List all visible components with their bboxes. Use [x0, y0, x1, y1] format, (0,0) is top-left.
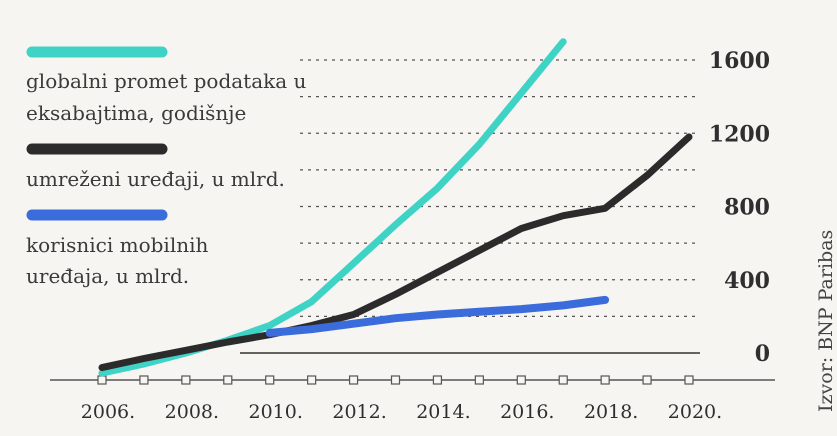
- x-tick-label: 2016.: [500, 401, 554, 423]
- x-axis: [50, 376, 775, 384]
- x-axis-marker: [182, 376, 190, 384]
- y-tick-label: 1200: [709, 121, 770, 147]
- x-axis-marker: [266, 376, 274, 384]
- y-tick-label: 800: [724, 195, 770, 221]
- y-tick-label: 400: [724, 268, 770, 294]
- y-tick-label: 1600: [709, 48, 770, 74]
- x-axis-marker: [392, 376, 400, 384]
- x-axis-marker: [224, 376, 232, 384]
- x-tick-label: 2010.: [249, 401, 303, 423]
- series-line-3: [270, 300, 605, 333]
- x-axis-marker: [685, 376, 693, 384]
- legend-label-1: globalni promet podataka u eksabajtima, g…: [26, 69, 307, 125]
- x-tick-label: 2014.: [416, 401, 470, 423]
- x-tick-label: 2020.: [668, 401, 722, 423]
- x-axis-marker: [433, 376, 441, 384]
- y-tick-label: 0: [755, 341, 770, 367]
- legend: globalni promet podataka u eksabajtima, g…: [26, 52, 307, 288]
- x-axis-marker: [140, 376, 148, 384]
- x-axis-marker: [559, 376, 567, 384]
- x-tick-label: 2012.: [332, 401, 386, 423]
- x-axis-marker: [308, 376, 316, 384]
- x-tick-label: 2006.: [81, 401, 135, 423]
- x-axis-marker: [517, 376, 525, 384]
- x-axis-marker: [98, 376, 106, 384]
- source-label: Izvor: BNP Paribas: [815, 230, 837, 412]
- y-tick-labels: 0 400 800 1200 1600: [709, 48, 770, 367]
- x-axis-marker: [475, 376, 483, 384]
- x-tick-labels: 2006. 2008. 2010. 2012. 2014. 2016. 2018. 2020.: [81, 401, 722, 423]
- x-axis-marker: [643, 376, 651, 384]
- legend-label-3: korisnici mobilnih uređaja, u mlrd.: [26, 233, 208, 288]
- x-axis-marker: [350, 376, 358, 384]
- x-axis-marker: [601, 376, 609, 384]
- x-tick-label: 2018.: [584, 401, 638, 423]
- x-tick-label: 2008.: [165, 401, 219, 423]
- legend-label-2: umreženi uređaji, u mlrd.: [26, 167, 285, 191]
